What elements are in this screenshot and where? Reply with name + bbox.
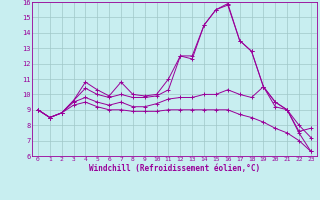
X-axis label: Windchill (Refroidissement éolien,°C): Windchill (Refroidissement éolien,°C) [89,164,260,173]
